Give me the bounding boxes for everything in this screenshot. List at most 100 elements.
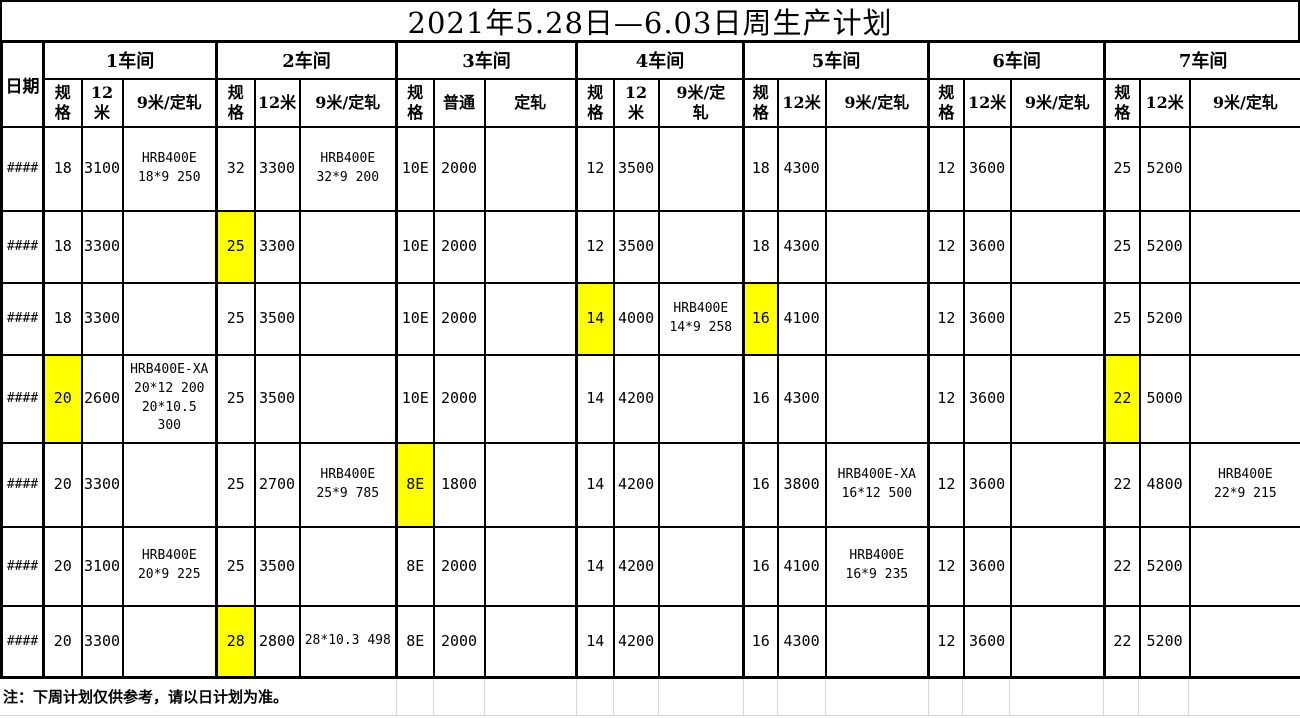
- table-cell: 25: [215, 525, 256, 607]
- column-header: 规 格: [395, 77, 435, 128]
- v-gridline: [1138, 679, 1139, 715]
- column-header: 12 米: [80, 77, 124, 128]
- table-cell: 3600: [962, 281, 1012, 356]
- table-cell: 4200: [612, 604, 660, 679]
- table-row: #### 18 3300 25 3300 10E 2000 12 3500 18 4300 12 360…: [0, 209, 1300, 284]
- column-header: 12米: [253, 77, 301, 128]
- table-cell: 3600: [962, 125, 1012, 212]
- table-cell: HRB400E 22*9 215: [1188, 441, 1300, 528]
- table-cell: 3500: [612, 125, 660, 212]
- column-header: 9米/定轧: [824, 77, 930, 128]
- table-cell: 4300: [776, 209, 827, 284]
- table-cell: 10E: [395, 209, 435, 284]
- v-gridline: [1188, 679, 1189, 715]
- table-cell: 2800: [253, 604, 301, 679]
- table-cell: 4800: [1138, 441, 1191, 528]
- table-cell: 12: [927, 441, 965, 528]
- table-cell: 10E: [395, 125, 435, 212]
- table-cell: 4200: [612, 353, 660, 444]
- table-cell: 32: [215, 125, 256, 212]
- table-cell: 3600: [962, 353, 1012, 444]
- table-cell: 3600: [962, 525, 1012, 607]
- table-cell: [824, 281, 930, 356]
- table-cell: 14: [575, 525, 615, 607]
- table-cell: 3300: [253, 125, 301, 212]
- table-cell: 12: [575, 209, 615, 284]
- table-cell: [657, 604, 745, 679]
- table-cell: 12: [927, 281, 965, 356]
- table-cell: [121, 209, 218, 284]
- table-cell: 22: [1103, 353, 1141, 444]
- table-cell: [298, 353, 398, 444]
- table-cell: 3300: [80, 441, 124, 528]
- table-cell: [824, 125, 930, 212]
- table-cell: [298, 281, 398, 356]
- table-cell: 4300: [776, 604, 827, 679]
- table-cell: 1800: [432, 441, 486, 528]
- table-cell: 14: [575, 353, 615, 444]
- table-cell: 4200: [612, 525, 660, 607]
- table-cell: [1188, 353, 1300, 444]
- table-row: #### 20 3300 25 2700 HRB400E 25*9 785 8E 1800 14…: [0, 441, 1300, 528]
- page-title: 2021年5.28日—6.03日周生产计划: [0, 0, 1300, 40]
- table-cell: 16: [742, 441, 779, 528]
- table-cell: 3600: [962, 604, 1012, 679]
- table-cell: [121, 281, 218, 356]
- workshop-header-1: 1车间: [41, 40, 218, 80]
- table-cell: 5200: [1138, 281, 1191, 356]
- table-cell: 2000: [432, 281, 486, 356]
- table-cell: 25: [215, 209, 256, 284]
- workshop-header-5: 5车间: [742, 40, 930, 80]
- table-cell: 12: [927, 125, 965, 212]
- table-cell: 14: [575, 604, 615, 679]
- table-cell: 4200: [612, 441, 660, 528]
- workshop-header-7: 7车间: [1103, 40, 1300, 80]
- v-gridline: [1009, 679, 1010, 715]
- date-cell: ####: [0, 604, 45, 679]
- table-cell: 3300: [80, 209, 124, 284]
- workshop-header-4: 4车间: [575, 40, 745, 80]
- table-cell: [1009, 209, 1106, 284]
- table-cell: [1188, 281, 1300, 356]
- table-cell: [298, 209, 398, 284]
- table-cell: HRB400E 14*9 258: [657, 281, 745, 356]
- table-cell: [483, 125, 578, 212]
- column-header: 9米/定轧: [298, 77, 398, 128]
- column-header: 9米/定轧: [121, 77, 218, 128]
- table-cell: 10E: [395, 353, 435, 444]
- column-header: 规 格: [1103, 77, 1141, 128]
- table-cell: 12: [927, 353, 965, 444]
- table-cell: 12: [927, 525, 965, 607]
- column-header: 普通: [432, 77, 486, 128]
- table-cell: [1009, 125, 1106, 212]
- table-cell: 2000: [432, 525, 486, 607]
- table-cell: 16: [742, 281, 779, 356]
- v-gridline: [743, 679, 744, 715]
- table-cell: 3500: [253, 525, 301, 607]
- table-cell: 20: [42, 353, 83, 444]
- table-cell: 16: [742, 604, 779, 679]
- table-cell: [298, 525, 398, 607]
- column-header: 9米/定轧: [1188, 77, 1300, 128]
- table-cell: 3300: [80, 604, 124, 679]
- table-row: #### 18 3300 25 3500 10E 2000 14 4000 HRB400E 14*…: [0, 281, 1300, 356]
- table-cell: 2000: [432, 125, 486, 212]
- table-cell: 3500: [253, 353, 301, 444]
- date-column-header: 日期: [0, 40, 45, 128]
- table-cell: 16: [742, 525, 779, 607]
- table-cell: [1009, 281, 1106, 356]
- table-cell: 5200: [1138, 604, 1191, 679]
- table-cell: [1009, 604, 1106, 679]
- table-cell: 18: [42, 209, 83, 284]
- table-cell: 12: [927, 604, 965, 679]
- v-gridline: [1103, 679, 1104, 715]
- table-cell: [121, 604, 218, 679]
- date-cell: ####: [0, 209, 45, 284]
- column-header: 规 格: [575, 77, 615, 128]
- table-cell: 28: [215, 604, 256, 679]
- table-row: #### 18 3100 HRB400E 18*9 250 32 3300 HRB400E …: [0, 125, 1300, 212]
- table-cell: 8E: [395, 441, 435, 528]
- table-cell: 16: [742, 353, 779, 444]
- table-cell: 5200: [1138, 209, 1191, 284]
- table-cell: [1188, 525, 1300, 607]
